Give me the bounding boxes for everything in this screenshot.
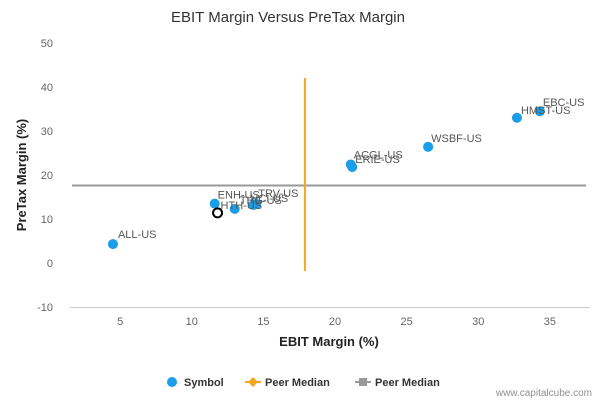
peer-median-lines <box>72 78 586 271</box>
x-tick-label: 5 <box>117 316 123 328</box>
y-tick-label: 10 <box>41 214 53 226</box>
legend-label: Symbol <box>184 377 224 389</box>
x-axis-title: EBIT Margin (%) <box>279 334 379 349</box>
data-point-label: THG-US <box>240 195 282 207</box>
data-point-label: ALL-US <box>118 229 157 241</box>
data-point <box>511 112 522 123</box>
y-tick-label: 30 <box>41 126 53 138</box>
data-point <box>229 203 240 214</box>
highlighted-data-point <box>212 207 224 219</box>
x-tick-label: 35 <box>544 316 556 328</box>
data-point <box>251 199 262 210</box>
x-tick-label: 30 <box>472 316 484 328</box>
x-tick-label: 10 <box>186 316 198 328</box>
data-point-label: EBC-US <box>543 97 585 109</box>
x-tick-label: 20 <box>329 316 341 328</box>
data-point-label: HTH-US <box>221 200 263 212</box>
y-axis-title: PreTax Margin (%) <box>14 119 29 231</box>
data-point-label: ERIE-US <box>355 154 400 166</box>
legend-label: Peer Median <box>265 377 330 389</box>
data-point-label: HCI-US <box>250 193 288 205</box>
data-point <box>423 141 434 152</box>
legend-label: Peer Median <box>375 377 440 389</box>
legend-diamond-marker <box>248 377 258 387</box>
data-point-label: HMST-US <box>521 105 571 117</box>
y-tick-label: 0 <box>47 258 53 270</box>
legend: Symbol Peer Median Peer Median <box>167 377 440 389</box>
data-point <box>347 162 358 173</box>
x-tick-label: 15 <box>257 316 269 328</box>
y-tick-label: -10 <box>37 302 53 314</box>
y-tick-label: 40 <box>41 82 53 94</box>
legend-square-marker <box>359 378 367 386</box>
data-point-label: WSBF-US <box>431 133 482 145</box>
data-point <box>209 198 220 209</box>
y-tick-label: 50 <box>41 38 53 50</box>
legend-symbol-marker <box>167 377 177 387</box>
x-axis-ticks: 5 10 15 20 25 30 35 <box>117 316 556 328</box>
data-point-label: ENH-US <box>218 190 260 202</box>
chart-title: EBIT Margin Versus PreTax Margin <box>171 9 405 26</box>
data-point-label: TRV-US <box>258 188 298 200</box>
y-axis-ticks: -10 0 10 20 30 40 50 <box>37 38 53 314</box>
data-points <box>107 106 545 250</box>
x-tick-label: 25 <box>401 316 413 328</box>
data-point-label: ACGL-US <box>354 149 403 161</box>
y-tick-label: 20 <box>41 170 53 182</box>
data-point <box>107 239 118 250</box>
data-point <box>534 106 545 117</box>
credit-text: www.capitalcube.com <box>495 388 592 399</box>
